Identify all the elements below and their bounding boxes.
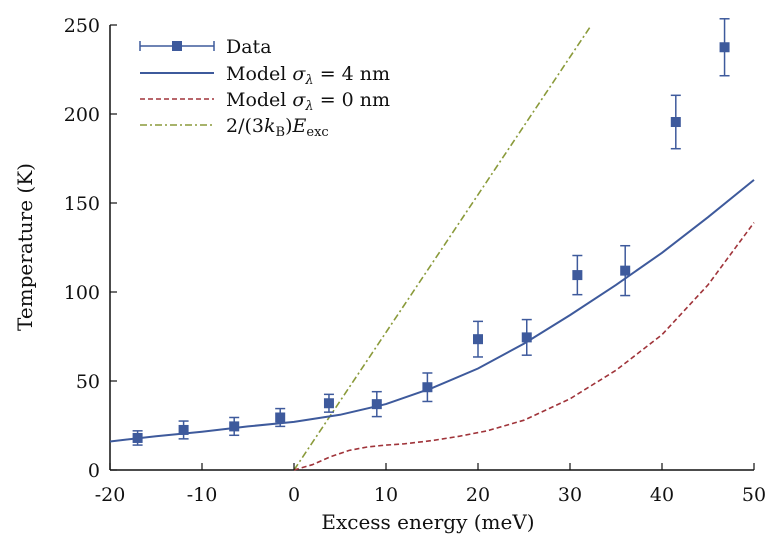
x-tick-label: -20 — [95, 484, 126, 506]
data-point — [670, 117, 681, 128]
x-tick-label: 30 — [558, 484, 582, 506]
series-line-model-4nm — [109, 179, 755, 443]
data-point — [719, 42, 730, 53]
y-tick-label: 150 — [64, 193, 100, 215]
data-point — [275, 412, 286, 423]
y-axis-label: Temperature (K) — [13, 163, 37, 331]
data-point — [132, 432, 143, 443]
data-point — [572, 270, 583, 281]
series-line-model-0nm — [293, 222, 755, 471]
x-tick-label: 40 — [650, 484, 674, 506]
y-tick-label: 200 — [64, 104, 100, 126]
y-tick-label: 50 — [76, 371, 100, 393]
data-point — [620, 265, 631, 276]
x-tick-label: 10 — [374, 484, 398, 506]
x-tick-label: 20 — [466, 484, 490, 506]
legend-label-model-0nm: Model σλ = 0 nm — [226, 89, 390, 114]
series-line-linear — [293, 26, 591, 471]
data-point — [178, 424, 189, 435]
ticks-layer: -20 -10 0 10 20 30 40 50 0 50 100 150 200 250 — [64, 15, 766, 506]
plot-frame — [109, 25, 754, 471]
data-point — [422, 382, 433, 393]
data-point — [323, 398, 334, 409]
legend-label-data: Data — [226, 36, 272, 58]
y-tick-label: 100 — [64, 282, 100, 304]
x-tick-label: 50 — [742, 484, 766, 506]
data-point — [473, 334, 483, 345]
x-axis-label: Excess energy (meV) — [321, 510, 534, 534]
data-point — [229, 421, 240, 432]
y-tick-label: 0 — [88, 460, 100, 482]
legend-label-model-4nm: Model σλ = 4 nm — [226, 63, 390, 88]
legend-swatch-data-marker — [172, 41, 182, 51]
legend-label-linear: 2/(3kB)Eexc — [226, 115, 329, 140]
x-tick-label: 0 — [288, 484, 300, 506]
x-tick-label: -10 — [187, 484, 218, 506]
legend-swatches — [139, 41, 215, 126]
series-layer — [109, 18, 755, 471]
data-point — [521, 332, 532, 343]
legend: Data Model σλ = 4 nm Model σλ = 0 nm 2/(… — [139, 36, 390, 140]
y-tick-label: 250 — [64, 15, 100, 37]
data-point — [371, 399, 382, 410]
